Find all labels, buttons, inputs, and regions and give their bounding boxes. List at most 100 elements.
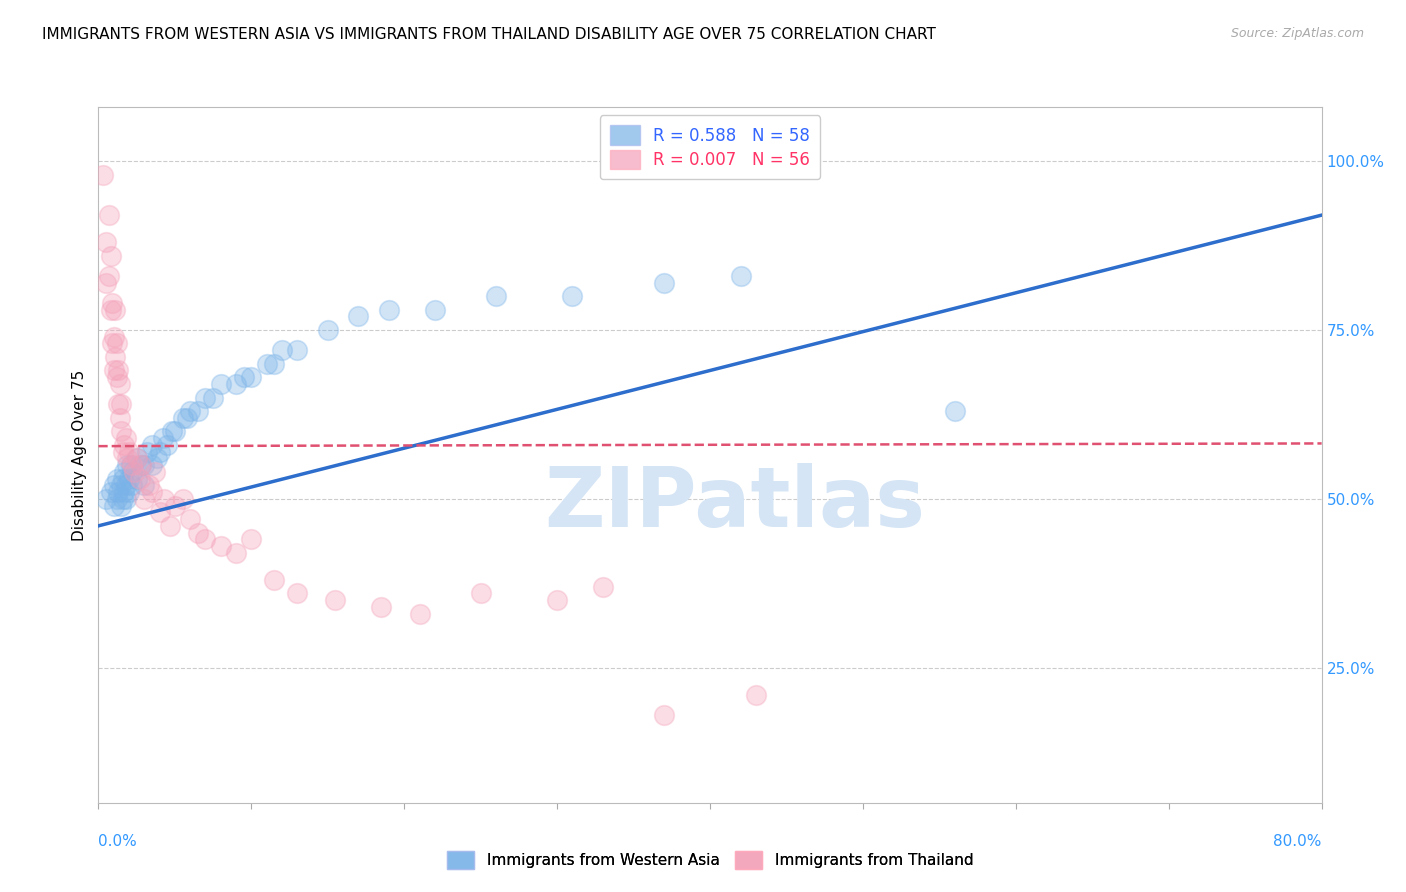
Point xyxy=(163,499,186,513)
Point xyxy=(104,302,127,317)
Point xyxy=(652,708,675,723)
Point xyxy=(105,370,128,384)
Point xyxy=(112,465,135,479)
Point xyxy=(103,329,125,343)
Point xyxy=(100,485,122,500)
Point xyxy=(160,424,183,438)
Point xyxy=(105,336,128,351)
Point xyxy=(136,444,159,458)
Point xyxy=(209,376,232,391)
Point xyxy=(121,465,143,479)
Point xyxy=(91,168,114,182)
Point xyxy=(546,593,568,607)
Text: 0.0%: 0.0% xyxy=(98,834,138,849)
Point xyxy=(110,397,132,411)
Point xyxy=(202,391,225,405)
Point xyxy=(408,607,430,621)
Point xyxy=(134,478,156,492)
Point xyxy=(117,458,139,472)
Text: IMMIGRANTS FROM WESTERN ASIA VS IMMIGRANTS FROM THAILAND DISABILITY AGE OVER 75 : IMMIGRANTS FROM WESTERN ASIA VS IMMIGRAN… xyxy=(42,27,936,42)
Point xyxy=(347,310,370,324)
Point xyxy=(423,302,446,317)
Point xyxy=(285,586,308,600)
Point xyxy=(378,302,401,317)
Point xyxy=(103,499,125,513)
Point xyxy=(316,323,339,337)
Point xyxy=(370,599,392,614)
Point xyxy=(120,458,142,472)
Point xyxy=(125,451,148,466)
Point xyxy=(105,491,128,506)
Point xyxy=(730,268,752,283)
Point xyxy=(149,444,172,458)
Point xyxy=(145,451,167,466)
Point xyxy=(128,472,150,486)
Point xyxy=(194,533,217,547)
Point xyxy=(652,276,675,290)
Point xyxy=(103,363,125,377)
Point xyxy=(225,546,247,560)
Point xyxy=(149,505,172,519)
Point xyxy=(115,478,138,492)
Point xyxy=(152,431,174,445)
Point xyxy=(270,343,292,358)
Legend: Immigrants from Western Asia, Immigrants from Thailand: Immigrants from Western Asia, Immigrants… xyxy=(441,846,979,875)
Point xyxy=(107,363,129,377)
Point xyxy=(101,336,124,351)
Point xyxy=(187,404,209,418)
Point xyxy=(172,410,194,425)
Point xyxy=(163,424,186,438)
Point xyxy=(111,472,134,486)
Point xyxy=(263,573,285,587)
Point xyxy=(101,296,124,310)
Point xyxy=(138,478,160,492)
Text: Source: ZipAtlas.com: Source: ZipAtlas.com xyxy=(1230,27,1364,40)
Point xyxy=(592,580,614,594)
Point xyxy=(125,451,148,466)
Point xyxy=(285,343,308,358)
Point xyxy=(240,370,263,384)
Point xyxy=(100,302,122,317)
Point xyxy=(121,458,143,472)
Point xyxy=(561,289,583,303)
Point xyxy=(172,491,194,506)
Point xyxy=(159,519,181,533)
Point xyxy=(134,458,156,472)
Point xyxy=(122,465,145,479)
Point xyxy=(112,438,135,452)
Point xyxy=(110,478,132,492)
Point xyxy=(470,586,492,600)
Point xyxy=(108,410,131,425)
Point xyxy=(103,478,125,492)
Point xyxy=(179,512,201,526)
Point xyxy=(121,478,143,492)
Point xyxy=(263,357,285,371)
Point xyxy=(118,444,141,458)
Point xyxy=(141,438,163,452)
Point xyxy=(110,424,132,438)
Point xyxy=(179,404,201,418)
Point xyxy=(111,491,134,506)
Point xyxy=(141,485,163,500)
Point xyxy=(115,491,138,506)
Y-axis label: Disability Age Over 75: Disability Age Over 75 xyxy=(72,369,87,541)
Point xyxy=(141,458,163,472)
Point xyxy=(104,350,127,364)
Text: 80.0%: 80.0% xyxy=(1274,834,1322,849)
Point xyxy=(232,370,254,384)
Point xyxy=(187,525,209,540)
Point xyxy=(943,404,966,418)
Point xyxy=(194,391,217,405)
Point xyxy=(107,397,129,411)
Point xyxy=(117,451,139,466)
Point xyxy=(125,472,148,486)
Point xyxy=(105,472,128,486)
Point xyxy=(153,491,176,506)
Point xyxy=(100,249,122,263)
Point xyxy=(745,688,768,702)
Point xyxy=(256,357,278,371)
Point xyxy=(209,539,232,553)
Point xyxy=(485,289,508,303)
Point xyxy=(115,431,138,445)
Point xyxy=(108,376,131,391)
